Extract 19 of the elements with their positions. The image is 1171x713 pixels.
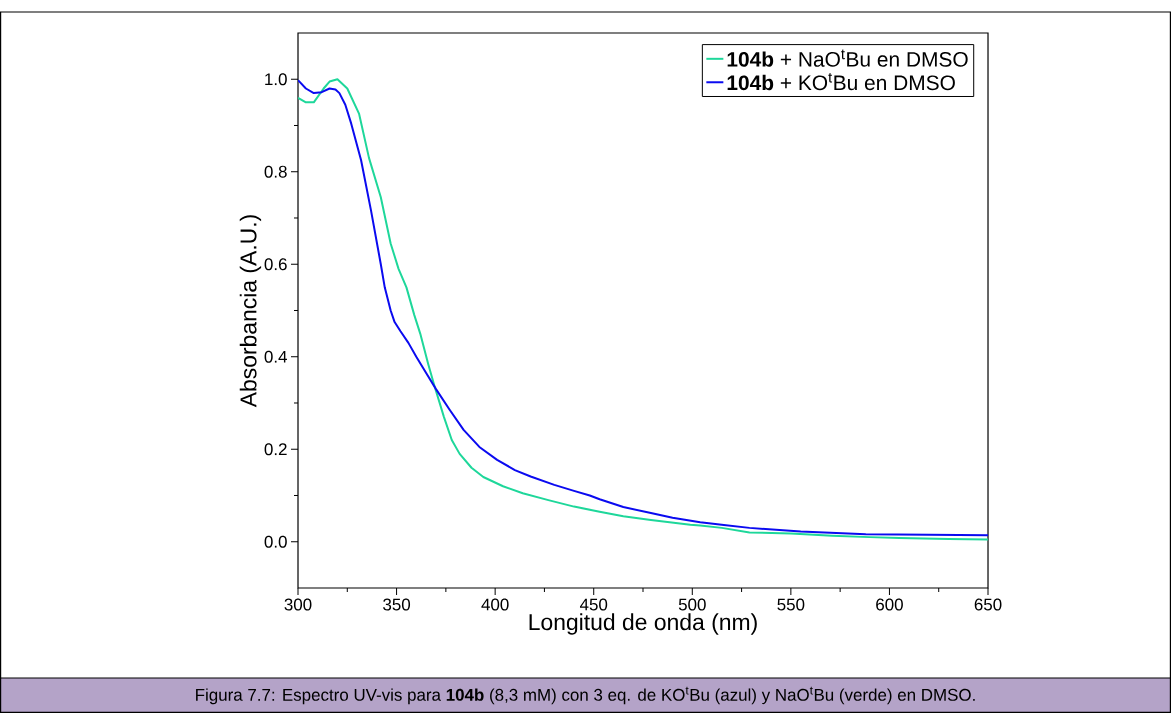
x-tick-label: 500 [678,598,706,611]
x-tick-label: 450 [579,598,608,611]
y-tick-label: 0.6 [264,258,287,271]
x-tick-label: 550 [777,598,805,611]
text: Figura 7.7: Espectro UV-vis para 104b (8,3 mM) con 3 eq. de KO$^{t}$Bu (azul) y NaO$^{t}$Bu (verde) en DMSO. [196,686,975,705]
legend-label: 104b + KO$^{t}$Bu en DMSO [727,73,955,91]
legend-label: 104b + NaO$^{t}$Bu en DMSO [727,49,968,67]
x-tick-label: 400 [481,598,509,611]
y-tick-label: 0.0 [264,535,287,548]
y-tick-label: 1.0 [265,73,287,86]
x-tick-label: 600 [876,598,903,611]
x-axis-title: Longitud de onda (nm) [529,613,757,635]
y-axis-title: Absorbancia (A.U.) [239,215,262,408]
y-tick-label: 0.2 [264,443,287,456]
x-tick-label: 350 [383,598,411,611]
x-tick-label: 650 [974,598,1002,611]
y-tick-label: 0.8 [264,165,287,178]
y-tick-label: 0.4 [264,350,287,363]
x-tick-label: 300 [284,598,312,611]
